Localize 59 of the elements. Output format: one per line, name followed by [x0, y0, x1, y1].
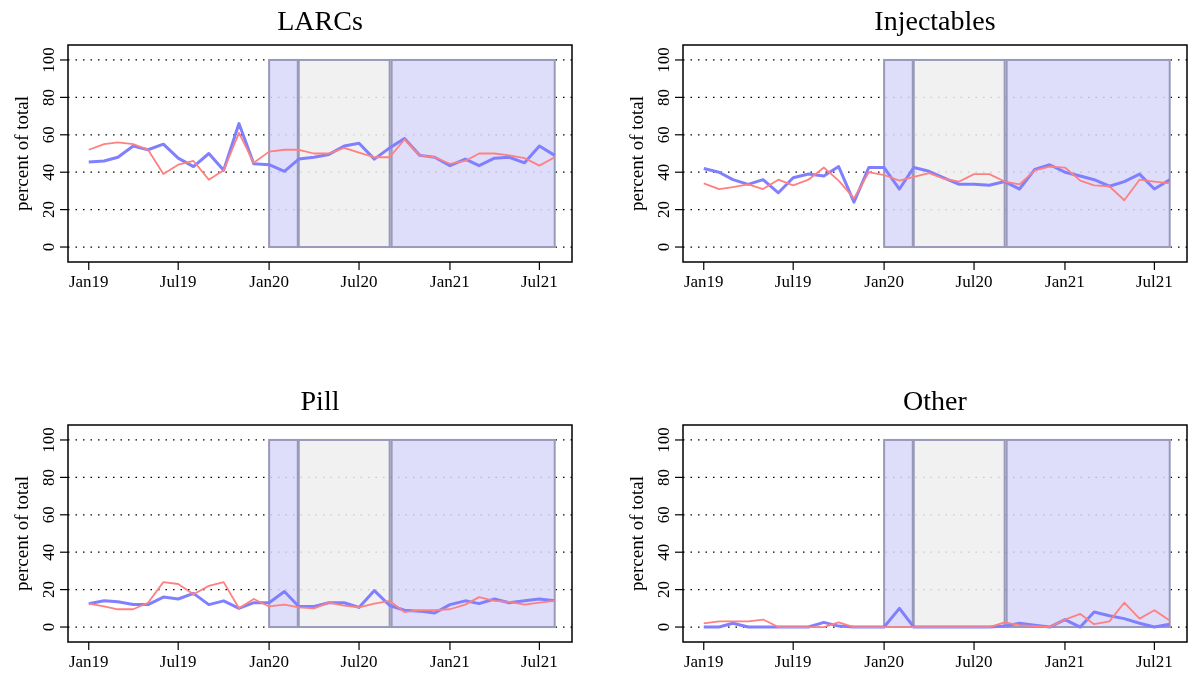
x-tick-label: Jul19: [159, 652, 197, 671]
y-tick-label: 20: [654, 581, 673, 599]
x-tick-label: Jan21: [1045, 272, 1085, 291]
x-tick-label: Jul19: [774, 272, 812, 291]
x-tick-label: Jan21: [1045, 652, 1085, 671]
y-tick-label: 80: [39, 88, 58, 106]
x-tick-label: Jul21: [1135, 272, 1173, 291]
x-tick-label: Jul20: [340, 652, 378, 671]
line-series: [702, 601, 1171, 628]
chart-title: Other: [903, 385, 968, 416]
x-tick-label: Jul19: [159, 272, 197, 291]
y-tick-label: 40: [654, 163, 673, 181]
y-tick-label: 80: [654, 88, 673, 106]
x-tick-label: Jul21: [520, 652, 558, 671]
y-tick-label: 0: [39, 622, 58, 632]
y-tick-label: 100: [39, 47, 58, 73]
line-series: [87, 581, 556, 613]
y-tick-label: 20: [39, 581, 58, 599]
y-tick-label: 60: [39, 506, 58, 524]
y-tick-label: 0: [654, 242, 673, 252]
x-tick-label: Jan20: [249, 652, 289, 671]
y-tick-label: 60: [654, 126, 673, 144]
x-tick-label: Jul20: [340, 272, 378, 291]
x-tick-label: Jan19: [68, 652, 109, 671]
y-tick-label: 60: [654, 506, 673, 524]
y-tick-label: 20: [654, 201, 673, 219]
y-tick-label: 0: [39, 242, 58, 252]
chart-title: LARCs: [277, 5, 363, 36]
y-tick-label: 100: [654, 47, 673, 73]
x-tick-label: Jan20: [864, 272, 904, 291]
x-tick-label: Jan19: [68, 272, 109, 291]
x-tick-label: Jan19: [683, 272, 724, 291]
line-series: [87, 132, 556, 181]
y-tick-label: 40: [39, 543, 58, 561]
y-tick-label: 80: [654, 468, 673, 486]
y-axis-title: percent of total: [626, 95, 647, 212]
x-tick-label: Jul19: [774, 652, 812, 671]
x-tick-label: Jan21: [430, 272, 470, 291]
y-tick-label: 20: [39, 201, 58, 219]
chart-title: Injectables: [874, 5, 996, 36]
y-tick-label: 40: [654, 543, 673, 561]
y-tick-label: 40: [39, 163, 58, 181]
y-tick-label: 60: [39, 126, 58, 144]
x-tick-label: Jul21: [1135, 652, 1173, 671]
x-tick-label: Jan20: [249, 272, 289, 291]
y-axis-title: percent of total: [11, 475, 32, 592]
x-tick-label: Jan19: [683, 652, 724, 671]
y-axis-title: percent of total: [626, 475, 647, 592]
chart-title: Pill: [300, 385, 340, 416]
y-tick-label: 100: [654, 427, 673, 453]
x-tick-label: Jul20: [955, 272, 993, 291]
y-tick-label: 80: [39, 468, 58, 486]
x-tick-label: Jul21: [520, 272, 558, 291]
x-tick-label: Jul20: [955, 652, 993, 671]
y-axis-title: percent of total: [11, 95, 32, 212]
x-tick-label: Jan21: [430, 652, 470, 671]
x-tick-label: Jan20: [864, 652, 904, 671]
y-tick-label: 100: [39, 427, 58, 453]
y-tick-label: 0: [654, 622, 673, 632]
